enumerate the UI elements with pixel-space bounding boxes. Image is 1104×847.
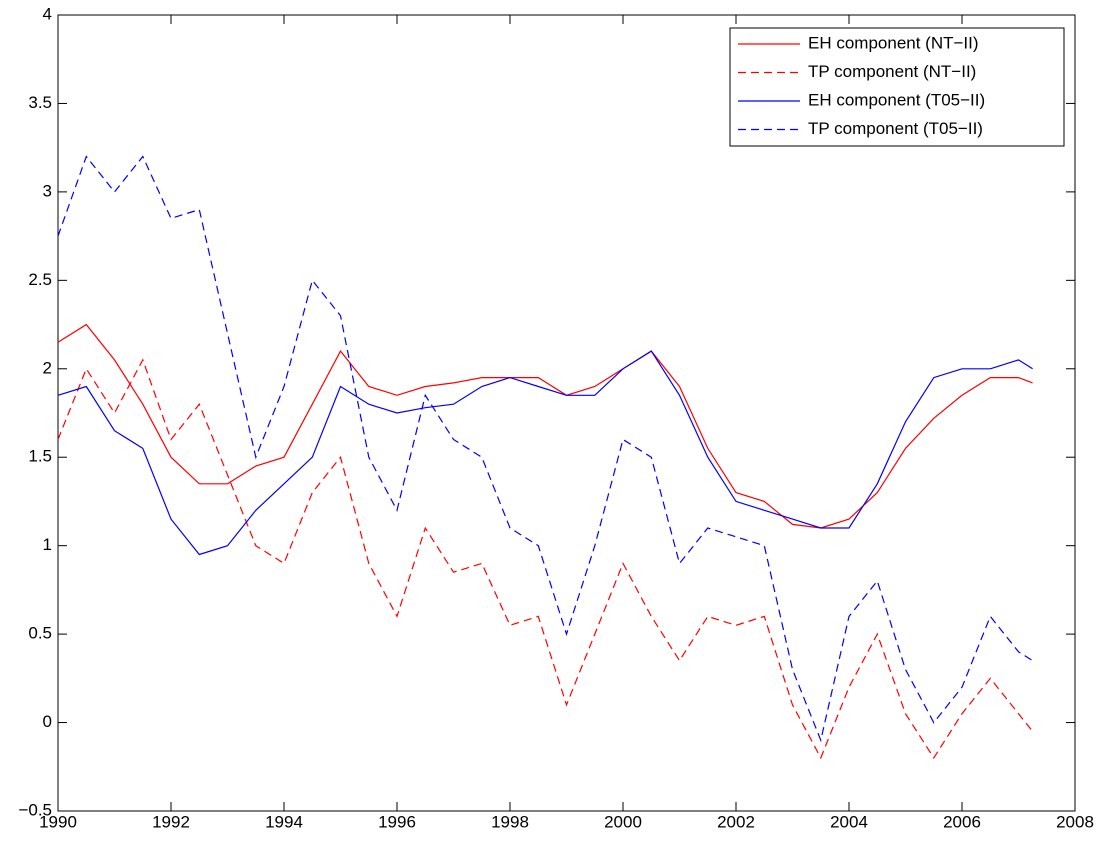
- series-line: [57, 358, 1034, 760]
- legend-label: TP component (NT−II): [808, 62, 976, 81]
- x-tick-label: 2000: [604, 812, 642, 831]
- y-tick-label: 0.5: [28, 624, 52, 643]
- y-tick-label: 1: [43, 535, 52, 554]
- y-tick-label: 3: [43, 181, 52, 200]
- y-tick-label: 0: [43, 712, 52, 731]
- x-tick-label: 2006: [943, 812, 981, 831]
- x-tick-label: 1992: [152, 812, 190, 831]
- legend-label: EH component (NT−II): [808, 33, 979, 52]
- series-line: [57, 323, 1033, 529]
- y-tick-label: 4: [43, 4, 52, 23]
- y-tick-label: −0.5: [18, 800, 52, 819]
- y-tick-label: 2: [43, 358, 52, 377]
- y-tick-label: 1.5: [28, 447, 52, 466]
- x-tick-label: 1994: [265, 812, 303, 831]
- x-tick-label: 2002: [717, 812, 755, 831]
- plot-area: [57, 14, 1076, 812]
- x-tick-label: 1996: [378, 812, 416, 831]
- y-tick-label: 2.5: [28, 270, 52, 289]
- x-tick-label: 1990: [39, 812, 77, 831]
- legend-label: EH component (T05−II): [808, 90, 985, 109]
- legend-box: [729, 27, 1065, 147]
- series-line: [57, 155, 1033, 743]
- series-line: [57, 350, 1033, 556]
- x-tick-label: 2004: [830, 812, 868, 831]
- y-tick-label: 3.5: [28, 93, 52, 112]
- x-tick-label: 1998: [491, 812, 529, 831]
- x-tick-label: 2008: [1056, 812, 1094, 831]
- legend-label: TP component (T05−II): [808, 119, 983, 138]
